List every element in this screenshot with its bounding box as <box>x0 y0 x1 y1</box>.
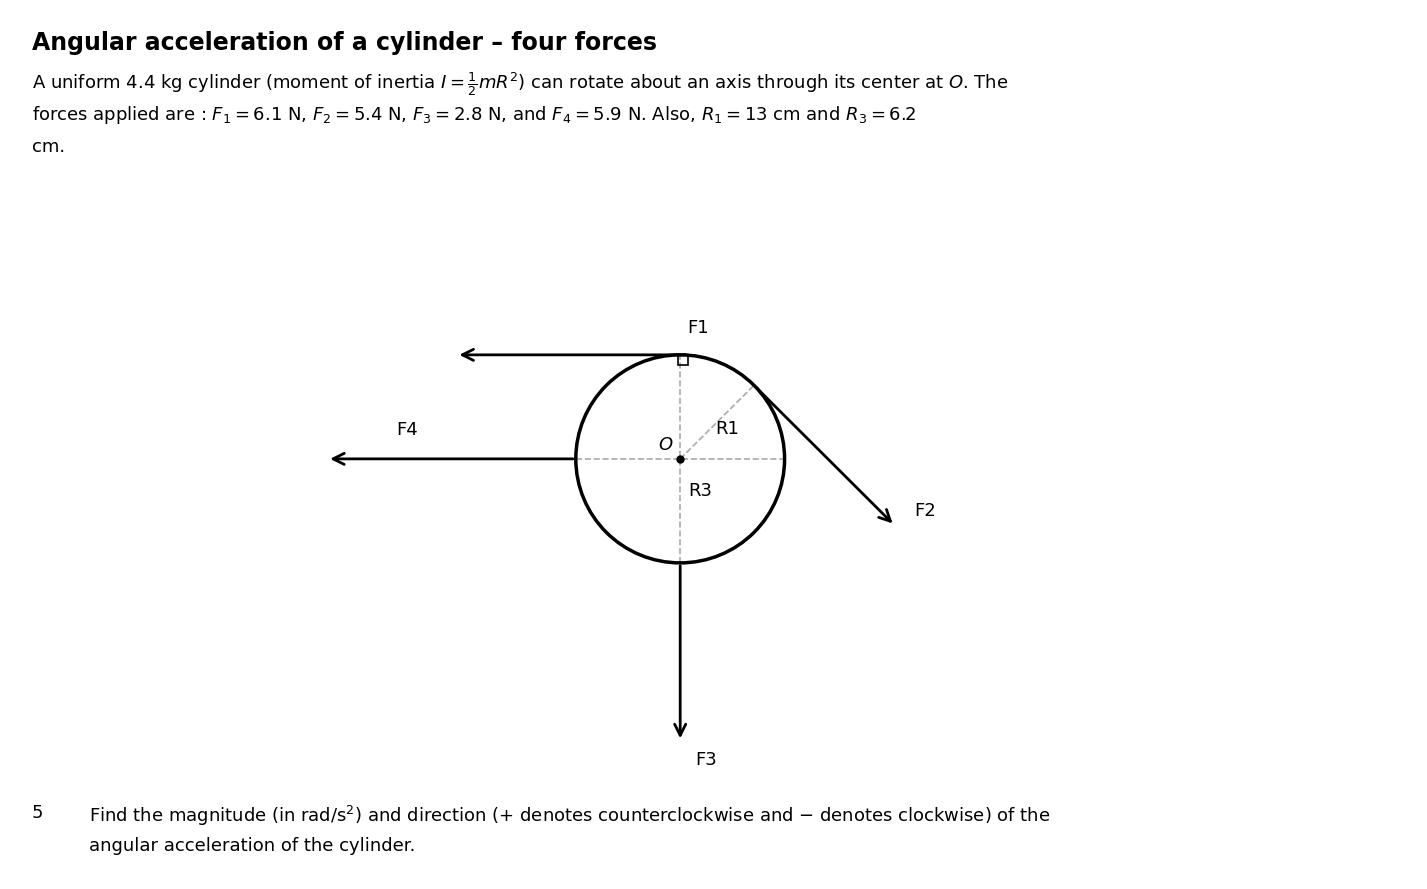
Text: cm.: cm. <box>31 138 66 156</box>
Text: F1: F1 <box>688 319 709 337</box>
Text: R1: R1 <box>715 420 739 438</box>
Text: 5: 5 <box>31 804 43 821</box>
Text: F4: F4 <box>395 421 418 439</box>
Text: forces applied are : $F_1 = 6.1$ N, $F_2 = 5.4$ N, $F_3 = 2.8$ N, and $F_4 = 5.9: forces applied are : $F_1 = 6.1$ N, $F_2… <box>31 104 916 126</box>
Text: Angular acceleration of a cylinder – four forces: Angular acceleration of a cylinder – fou… <box>31 31 656 55</box>
Text: angular acceleration of the cylinder.: angular acceleration of the cylinder. <box>88 837 415 855</box>
Text: A uniform 4.4 kg cylinder (moment of inertia $I = \frac{1}{2}mR^2$) can rotate a: A uniform 4.4 kg cylinder (moment of ine… <box>31 70 1009 99</box>
Text: Find the magnitude (in rad/s$^2$) and direction ($+$ denotes counterclockwise an: Find the magnitude (in rad/s$^2$) and di… <box>88 804 1050 828</box>
Text: F3: F3 <box>695 751 716 769</box>
Text: R3: R3 <box>688 482 712 500</box>
Text: O: O <box>658 436 672 454</box>
Text: F2: F2 <box>915 501 936 519</box>
